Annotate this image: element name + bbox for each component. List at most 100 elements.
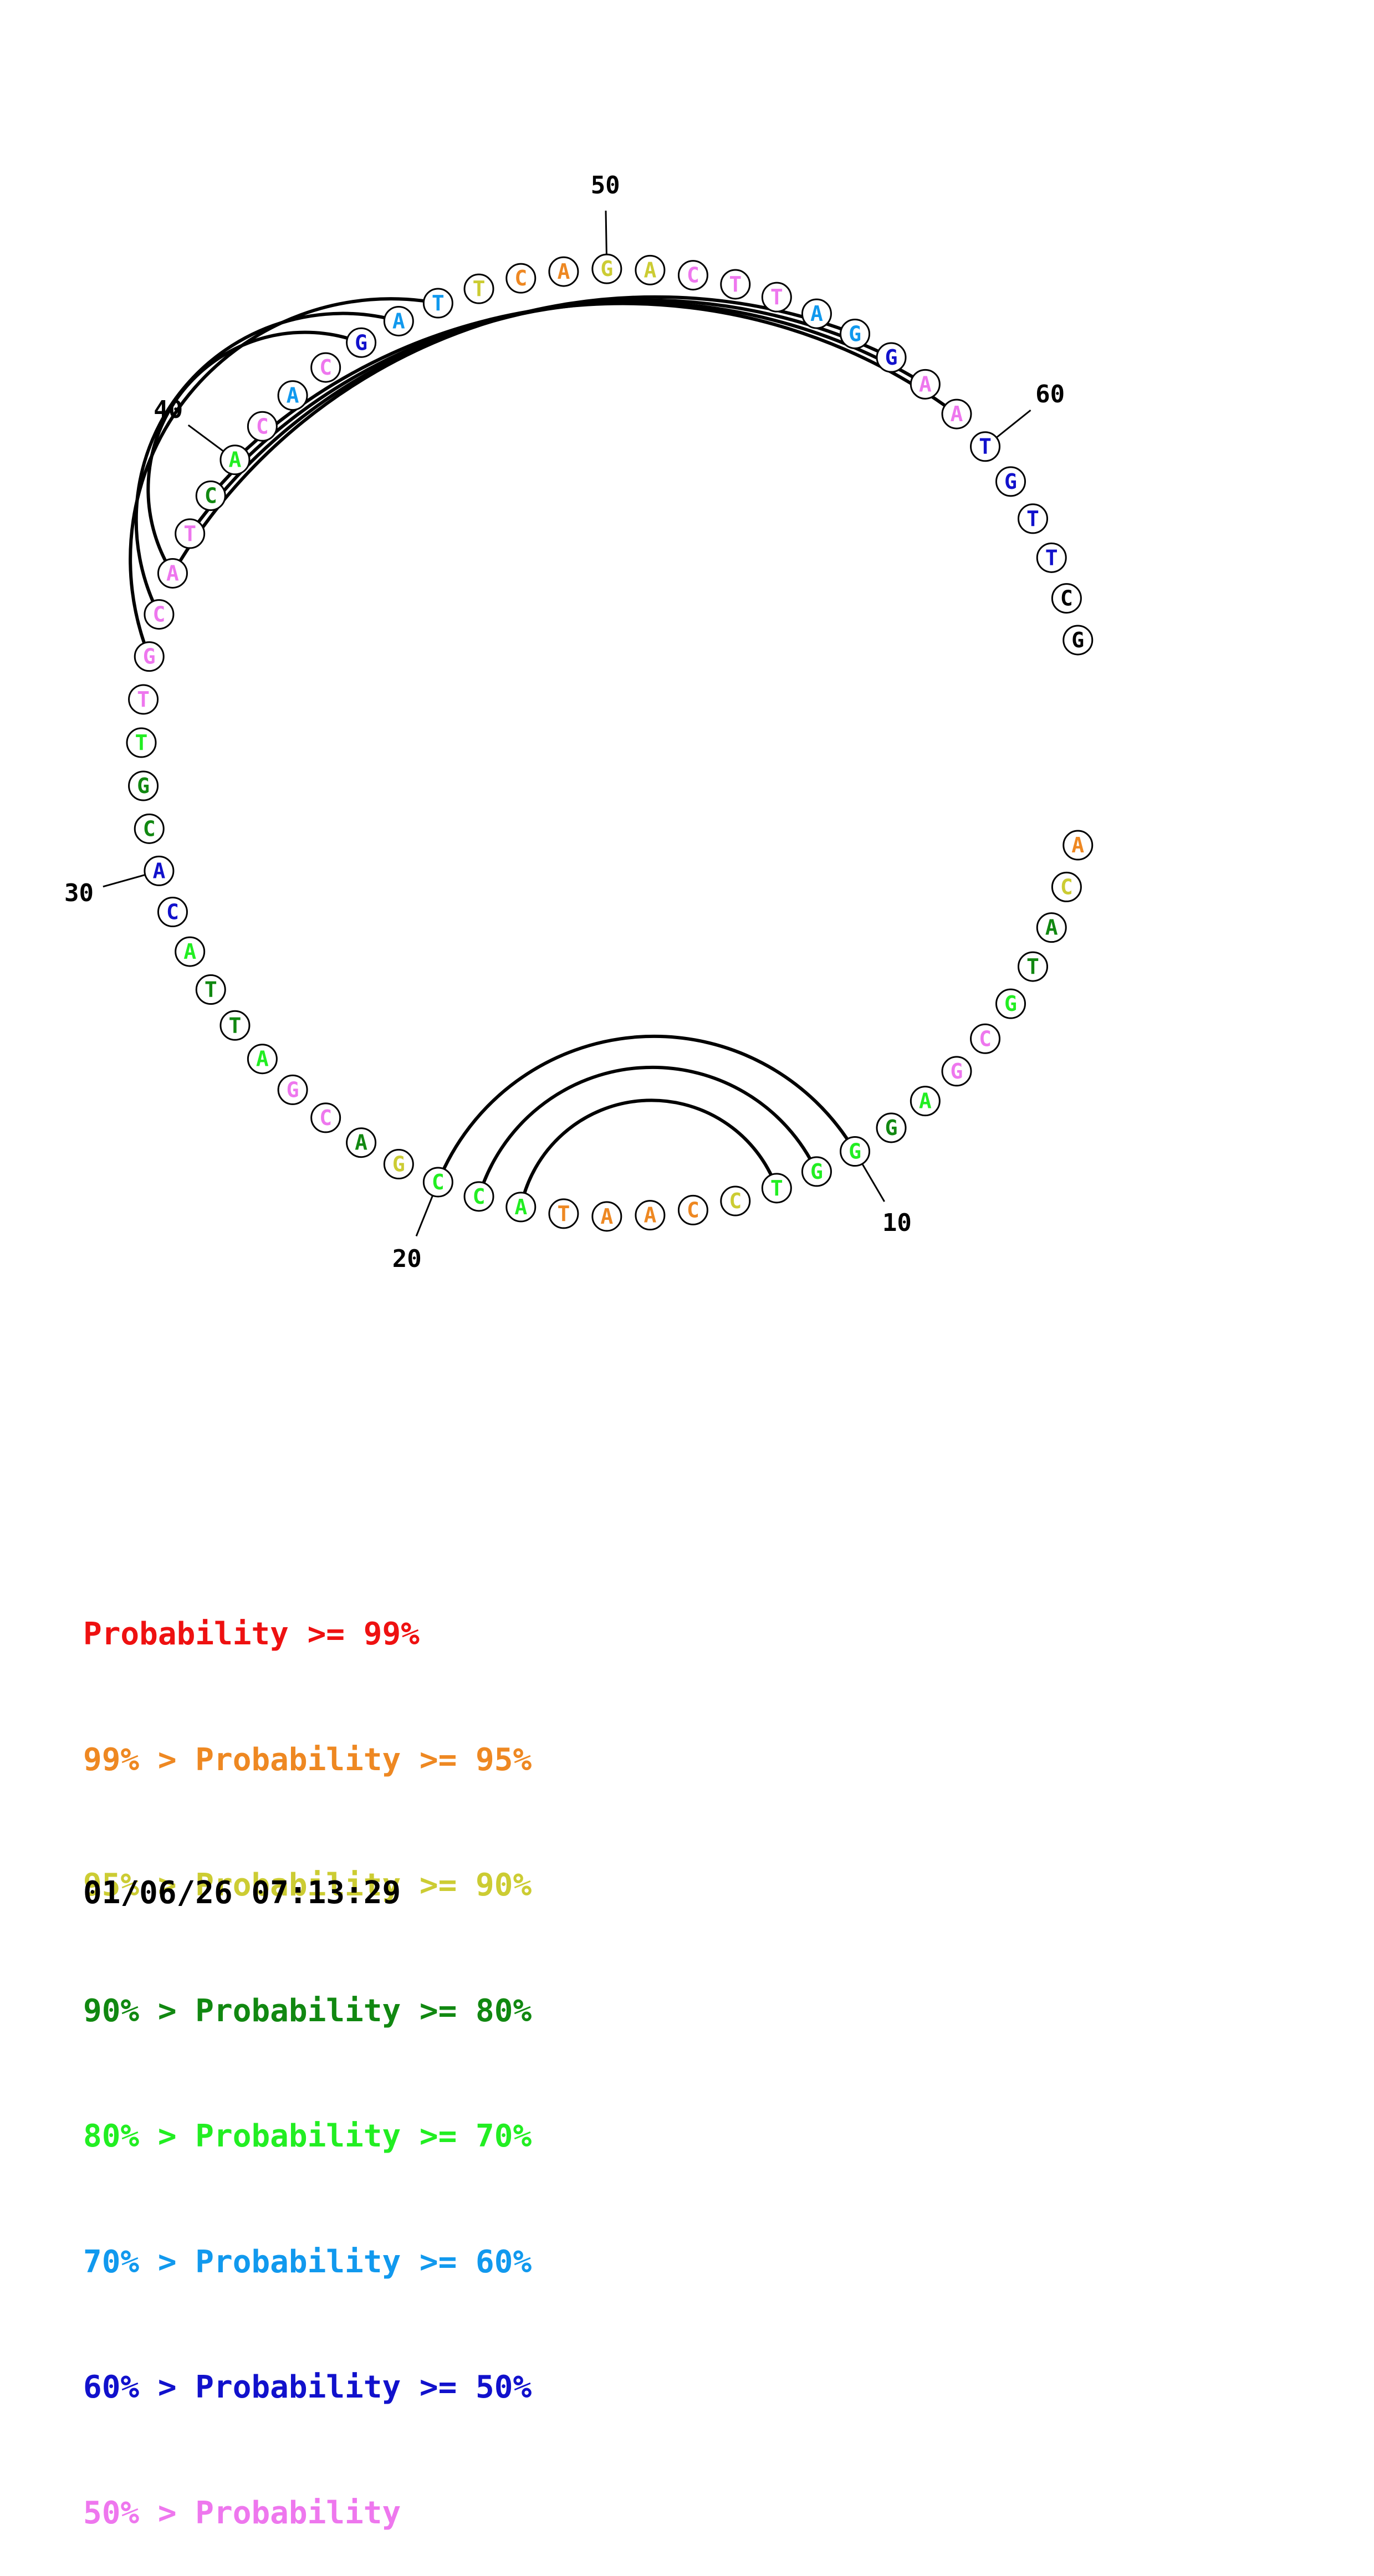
nucleotide-circle <box>910 1086 941 1117</box>
nucleotide-circle <box>941 1056 972 1087</box>
position-tick <box>103 874 146 888</box>
nucleotide-circle <box>1063 830 1094 861</box>
nucleotide: G <box>128 770 159 801</box>
nucleotide: G <box>876 1112 907 1143</box>
nucleotide-letter: A <box>1071 833 1084 857</box>
nucleotide-letter: C <box>143 816 156 841</box>
nucleotide: A <box>941 398 972 430</box>
nucleotide-circle <box>505 1192 537 1223</box>
nucleotide-circle <box>840 1136 871 1167</box>
nucleotide: G <box>591 253 622 284</box>
nucleotide-circle <box>310 1102 341 1133</box>
nucleotide-letter: C <box>979 1026 992 1051</box>
nucleotide: A <box>277 380 308 411</box>
position-label: 20 <box>392 1245 422 1273</box>
position-label: 50 <box>591 171 620 200</box>
legend-text: Probability >= 80% <box>195 1992 532 2029</box>
nucleotide: C <box>144 599 175 630</box>
base-pair-arc <box>477 1065 819 1197</box>
nucleotide-letter: A <box>919 372 932 396</box>
base-pair-arc <box>171 295 856 574</box>
nucleotide: T <box>128 684 159 715</box>
legend-text: Probability >= 50% <box>195 2369 532 2405</box>
nucleotide: G <box>801 1156 832 1187</box>
nucleotide: C <box>310 1102 341 1133</box>
nucleotide-letter: G <box>1004 469 1017 494</box>
nucleotide-letter: A <box>557 259 570 284</box>
nucleotide: T <box>761 1173 792 1204</box>
nucleotide-circle <box>346 327 377 358</box>
nucleotide-letter: G <box>392 1152 405 1177</box>
nucleotide: A <box>505 1192 537 1223</box>
nucleotide-letter: C <box>205 483 217 508</box>
nucleotide-circle <box>463 273 494 304</box>
nucleotide-letter: A <box>919 1089 932 1113</box>
legend-row: 70% > Probability >= 60% <box>83 2241 532 2283</box>
nucleotide: G <box>876 342 907 373</box>
nucleotide: A <box>1063 830 1094 861</box>
nucleotide: T <box>1036 542 1067 573</box>
nucleotide: G <box>995 466 1026 497</box>
nucleotide-circle <box>134 813 165 844</box>
base-pair-arcs <box>129 295 958 1208</box>
nucleotide: C <box>505 263 537 294</box>
nucleotide-letter: T <box>137 687 150 712</box>
legend-row: Probability >= 99% <box>83 1613 532 1655</box>
legend-prefix: 99% > <box>83 1741 196 1778</box>
nucleotide-circle <box>1017 951 1048 982</box>
nucleotide-circle <box>175 518 206 549</box>
nucleotide: T <box>175 518 206 549</box>
nucleotide-circle <box>876 342 907 373</box>
legend-row: 99% > Probability >= 95% <box>83 1739 532 1781</box>
nucleotide-letter: G <box>849 321 861 346</box>
nucleotide: C <box>720 1185 751 1217</box>
nucleotide-circle <box>720 269 751 300</box>
nucleotide-letter: T <box>473 277 486 301</box>
nucleotide-letter: C <box>152 602 165 627</box>
nucleotide-letter: T <box>205 978 217 1002</box>
nucleotide-circle <box>548 256 579 287</box>
nucleotide-letter: T <box>770 1176 783 1200</box>
nucleotide: T <box>463 273 494 304</box>
nucleotide-circle <box>422 288 453 319</box>
nucleotide: G <box>346 327 377 358</box>
nucleotide-letter: G <box>287 1077 299 1102</box>
nucleotide-circle <box>134 641 165 672</box>
nucleotide-letter: G <box>885 345 898 370</box>
nucleotide: G <box>995 988 1026 1019</box>
nucleotide-circle <box>995 466 1026 497</box>
nucleotide-circle <box>383 305 414 336</box>
nucleotide-letter: C <box>687 263 699 288</box>
nucleotide-circle <box>195 974 226 1005</box>
nucleotide-letter: A <box>355 1131 367 1155</box>
nucleotide: C <box>1051 871 1082 902</box>
nucleotide-letter: A <box>600 1204 613 1229</box>
nucleotide-letter: T <box>1026 954 1039 979</box>
nucleotide-letter: T <box>135 730 148 755</box>
nucleotide-letter: A <box>256 1047 269 1071</box>
nucleotide: G <box>840 318 871 349</box>
nucleotide-circle <box>635 254 666 285</box>
nucleotide-circle <box>422 1167 453 1198</box>
position-tick <box>995 409 1031 438</box>
nucleotide-circle <box>720 1185 751 1217</box>
base-pair-arc <box>233 301 958 461</box>
nucleotide: A <box>247 1044 278 1075</box>
nucleotide: G <box>1063 625 1094 656</box>
legend-prefix: 70% > <box>83 2243 196 2280</box>
nucleotide-circle <box>277 1074 308 1105</box>
nucleotide-letter: C <box>687 1198 699 1222</box>
nucleotide-letter: T <box>557 1202 570 1226</box>
position-tick <box>861 1163 885 1202</box>
position-label: 60 <box>1035 380 1065 408</box>
legend-prefix: 95% > <box>83 1867 196 1903</box>
nucleotide-circle <box>591 1201 622 1232</box>
nucleotide: T <box>970 431 1001 462</box>
base-pair-arc <box>129 297 438 657</box>
base-pair-arc <box>134 311 400 615</box>
nucleotide-letter: C <box>319 1106 332 1130</box>
nucleotide-letter: C <box>319 355 332 380</box>
nucleotide: G <box>277 1074 308 1105</box>
nucleotide: C <box>970 1023 1001 1054</box>
position-label: 30 <box>64 879 94 907</box>
